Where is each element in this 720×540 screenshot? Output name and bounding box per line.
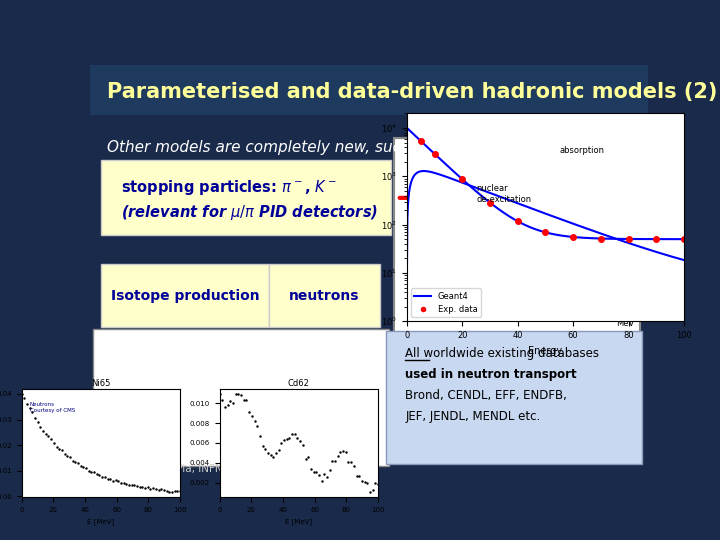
Title: Ni65: Ni65 [91,379,110,388]
FancyBboxPatch shape [93,329,389,466]
Text: Other models are completely new, such as:: Other models are completely new, such as… [107,140,438,156]
X-axis label: E [MeV]: E [MeV] [87,518,114,525]
Text: Maria Grazia Pia, INFN Genova - EPS-HEP 2001: Maria Grazia Pia, INFN Genova - EPS-HEP … [107,464,349,474]
Text: stopping particles: $\pi^-$, $K^-$: stopping particles: $\pi^-$, $K^-$ [121,178,337,197]
Text: JEF, JENDL, MENDL etc.: JEF, JENDL, MENDL etc. [405,410,541,423]
Text: nuclear
de-excitation: nuclear de-excitation [476,184,531,204]
Title: Cd62: Cd62 [288,379,310,388]
Text: used in neutron transport: used in neutron transport [405,368,577,381]
FancyBboxPatch shape [386,331,642,464]
FancyBboxPatch shape [90,65,648,114]
Text: (relevant for $\mu/\pi$ PID detectors): (relevant for $\mu/\pi$ PID detectors) [121,203,378,222]
Text: Isotope production: Isotope production [111,288,259,302]
Text: Neutrons
Courtesy of CMS: Neutrons Courtesy of CMS [30,402,75,413]
Text: absorption: absorption [559,146,604,155]
FancyBboxPatch shape [101,160,392,235]
Text: All worldwide existing databases: All worldwide existing databases [405,347,599,360]
FancyBboxPatch shape [394,138,639,337]
FancyBboxPatch shape [269,265,380,327]
Text: MeV: MeV [616,319,634,328]
Text: Brond, CENDL, EFF, ENDFB,: Brond, CENDL, EFF, ENDFB, [405,389,567,402]
X-axis label: E [MeV]: E [MeV] [285,518,312,525]
FancyBboxPatch shape [101,265,269,327]
Legend: Geant4, Exp. data: Geant4, Exp. data [411,288,481,317]
Text: neutrons: neutrons [289,288,359,302]
Text: Parameterised and data-driven hadronic models (2): Parameterised and data-driven hadronic m… [107,82,717,102]
X-axis label: Energy: Energy [528,346,562,355]
